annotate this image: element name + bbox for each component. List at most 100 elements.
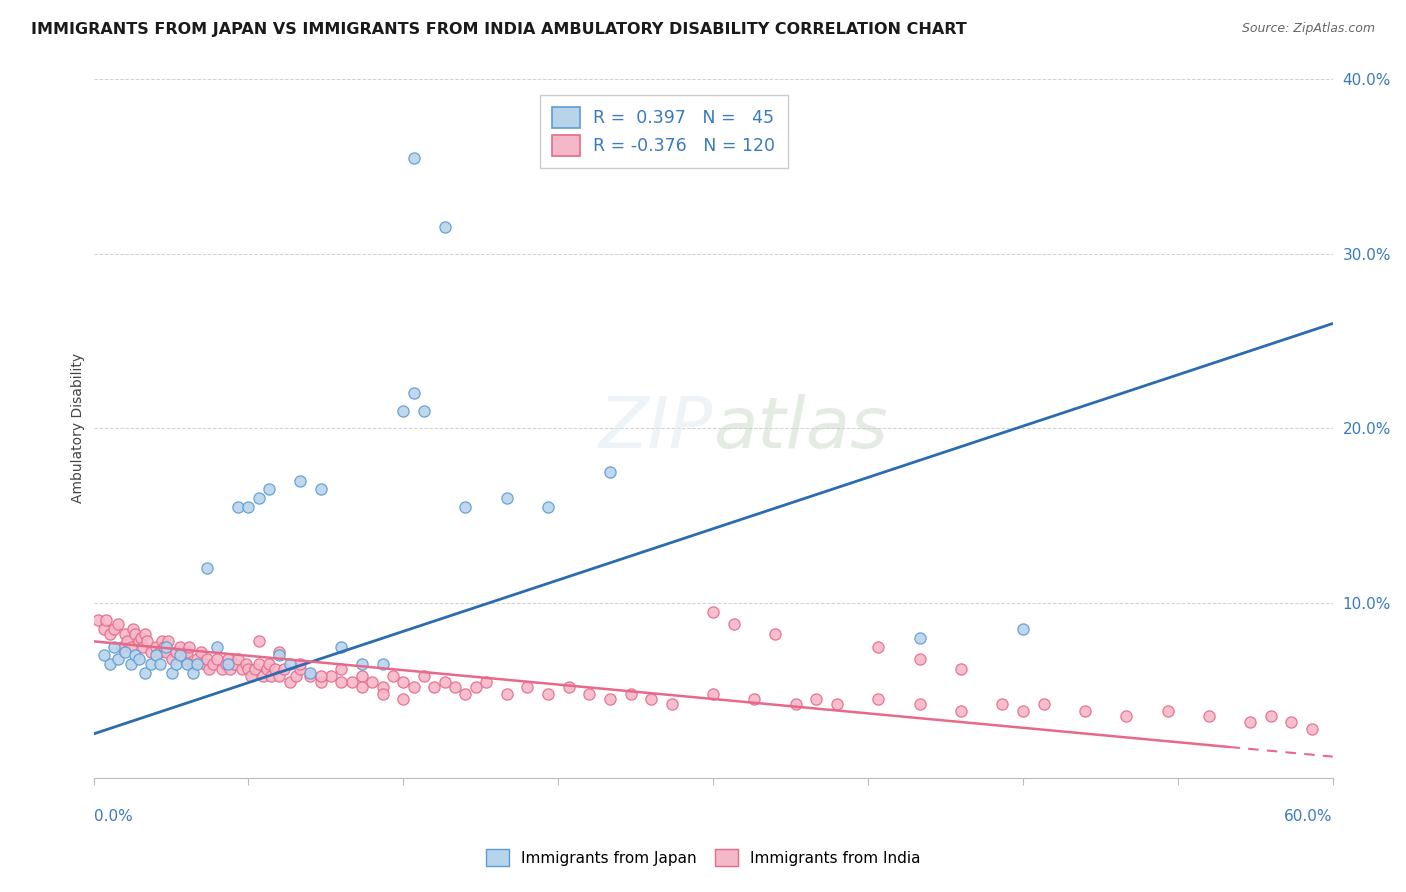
Point [238,662,260,676]
Point [402,680,425,694]
Point [361,674,384,689]
Point [537,500,560,514]
Point [382,669,405,683]
Point [156,634,179,648]
Point [103,622,125,636]
Point [806,692,828,706]
Text: atlas: atlas [713,393,887,463]
Point [423,680,446,694]
Point [991,697,1014,711]
Point [330,662,353,676]
Point [173,652,195,666]
Point [744,692,766,706]
Point [149,645,172,659]
Point [177,640,200,654]
Point [120,640,142,654]
Point [299,669,322,683]
Point [132,640,155,654]
Point [195,561,218,575]
Point [1074,704,1097,718]
Point [169,648,191,663]
Point [285,669,308,683]
Point [169,640,191,654]
Point [94,614,117,628]
Point [149,657,172,671]
Point [186,657,208,671]
Point [433,674,456,689]
Point [98,657,121,671]
Point [107,652,129,666]
Point [103,640,125,654]
Point [256,662,278,676]
Point [371,657,394,671]
Point [160,652,183,666]
Legend: R =  0.397   N =   45, R = -0.376   N = 120: R = 0.397 N = 45, R = -0.376 N = 120 [540,95,787,169]
Text: 60.0%: 60.0% [1284,809,1333,824]
Point [160,665,183,680]
Point [1012,704,1035,718]
Point [702,605,724,619]
Point [145,648,167,663]
Point [433,220,456,235]
Point [190,645,212,659]
Point [1198,709,1220,723]
Point [278,657,301,671]
Point [107,616,129,631]
Point [1032,697,1054,711]
Point [392,674,415,689]
Point [195,652,218,666]
Point [176,657,198,671]
Point [247,657,270,671]
Point [578,687,600,701]
Point [129,631,152,645]
Point [226,652,249,666]
Point [464,680,486,694]
Point [150,634,173,648]
Point [114,645,136,659]
Point [217,657,239,671]
Point [1301,722,1323,736]
Point [868,692,890,706]
Point [269,648,291,663]
Point [194,657,217,671]
Point [252,669,274,683]
Point [640,692,662,706]
Legend: Immigrants from Japan, Immigrants from India: Immigrants from Japan, Immigrants from I… [478,842,928,873]
Point [181,665,204,680]
Text: 0.0%: 0.0% [94,809,132,824]
Point [114,627,136,641]
Point [269,669,291,683]
Point [950,704,973,718]
Point [537,687,560,701]
Point [278,674,301,689]
Point [516,680,538,694]
Point [176,645,198,659]
Point [599,465,621,479]
Point [1260,709,1282,723]
Point [868,640,890,654]
Point [1281,714,1303,729]
Point [207,652,229,666]
Point [1239,714,1261,729]
Point [273,662,295,676]
Point [475,674,498,689]
Point [413,404,436,418]
Point [557,680,579,694]
Point [128,652,150,666]
Point [235,657,257,671]
Point [309,674,332,689]
Point [124,627,146,641]
Point [454,500,477,514]
Point [1115,709,1137,723]
Point [222,657,245,671]
Point [599,692,621,706]
Point [207,640,229,654]
Point [950,662,973,676]
Point [219,662,242,676]
Point [141,657,163,671]
Point [392,404,415,418]
Point [86,614,108,628]
Point [145,640,167,654]
Point [211,662,233,676]
Point [288,657,311,671]
